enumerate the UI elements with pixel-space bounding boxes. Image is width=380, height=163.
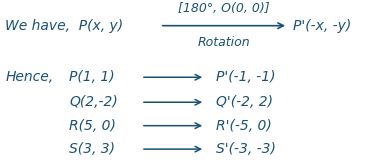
Text: We have,  P(x, y): We have, P(x, y) [5,19,123,33]
Text: P'(-x, -y): P'(-x, -y) [293,19,351,33]
Text: Hence,: Hence, [5,70,53,84]
Text: Rotation: Rotation [198,36,250,49]
Text: Q'(-2, 2): Q'(-2, 2) [216,95,273,109]
Text: S(3, 3): S(3, 3) [69,142,115,156]
Text: R'(-5, 0): R'(-5, 0) [216,119,272,133]
Text: S'(-3, -3): S'(-3, -3) [216,142,276,156]
Text: Q(2,-2): Q(2,-2) [69,95,118,109]
Text: P(1, 1): P(1, 1) [69,70,115,84]
Text: [180°, O(0, 0)]: [180°, O(0, 0)] [178,2,270,15]
Text: P'(-1, -1): P'(-1, -1) [216,70,276,84]
Text: R(5, 0): R(5, 0) [69,119,116,133]
